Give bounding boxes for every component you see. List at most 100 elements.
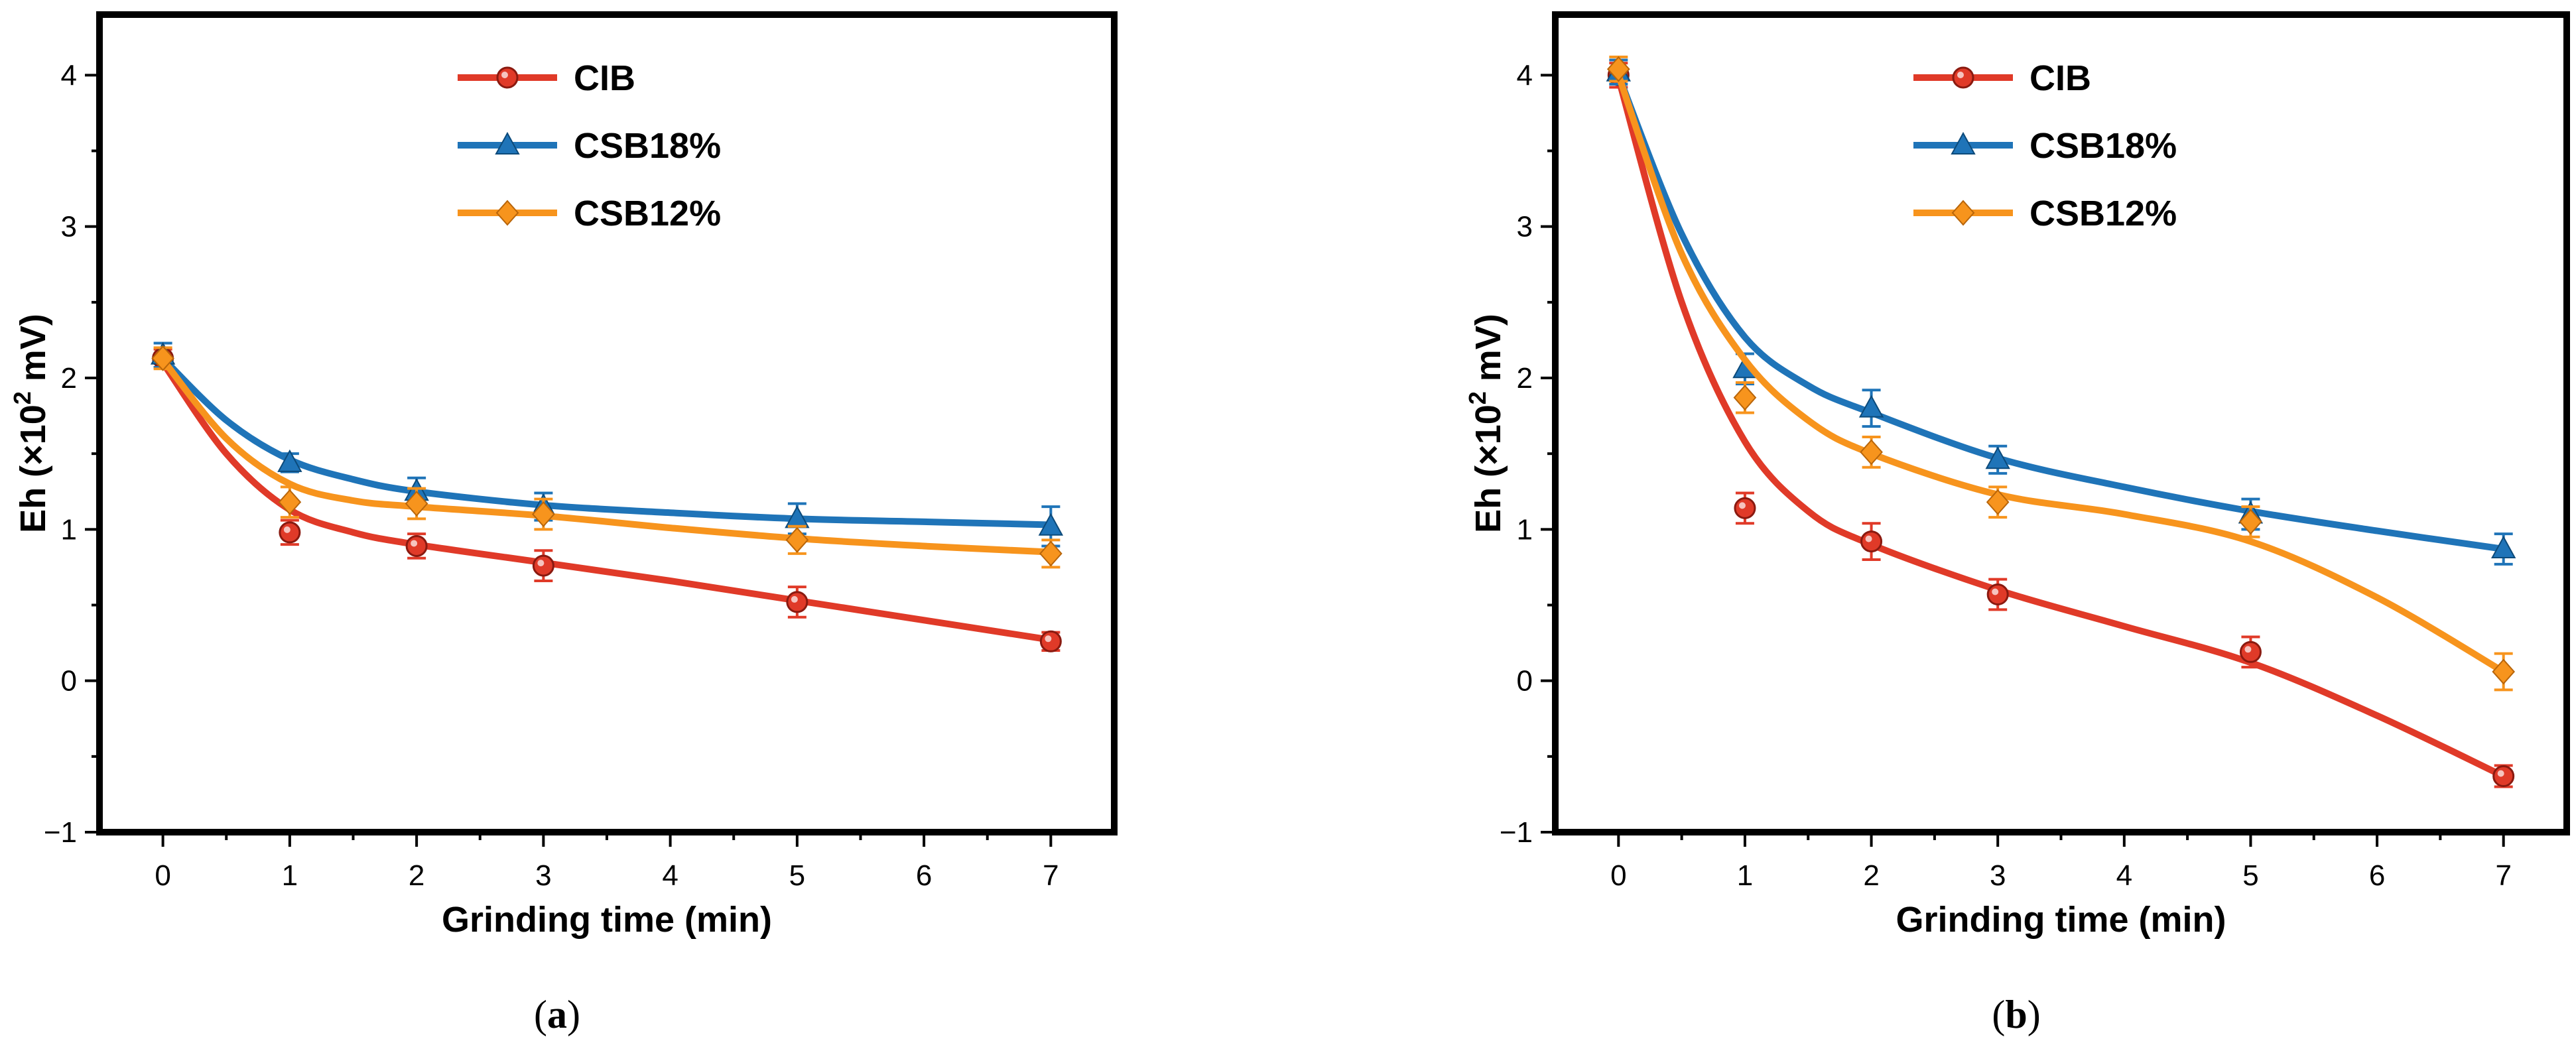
panel-a-legend-cib-marker — [496, 66, 519, 89]
panel-b-legend-cib-marker — [1952, 66, 1974, 89]
panel-a-series-csb12pct-point — [532, 501, 555, 528]
panel-b-y-tick-label: −1 — [1500, 816, 1533, 849]
panel-b-series-cib-point-highlight — [2497, 770, 2504, 777]
panel-a-series-csb18pct-point — [277, 449, 302, 472]
panel-b-series-cib-point — [2239, 641, 2262, 663]
panel-b-y-tick-label: 0 — [1517, 665, 1533, 698]
panel-b-series-cib-point-highlight — [1992, 588, 1999, 595]
panel-a-series-cib-point — [405, 534, 428, 557]
panel-b-series-csb18pct-fit-line — [1615, 72, 2507, 552]
panel-a-series-cib-point-highlight — [791, 595, 798, 603]
panel-b-series-csb18pct-point — [1985, 446, 2010, 469]
panel-b-series-csb18pct-point — [1858, 395, 1884, 418]
panel-a-x-tick-label: 5 — [789, 859, 805, 892]
panel-a-legend-cib-marker-highlight — [501, 72, 508, 78]
panel-b-legend-csb18pct-label: CSB18% — [2029, 126, 2177, 166]
panel-b-series-csb12pct-point — [1606, 56, 1630, 82]
panel-b-y-axis-title-sup: 2 — [1464, 391, 1491, 404]
panel-b-x-tick-label: 6 — [2369, 859, 2385, 892]
panel-a-legend-cib-label: CIB — [574, 58, 635, 98]
panel-b-series-cib-point — [1734, 497, 1756, 519]
panel-b-series-csb12pct-point — [1986, 489, 2010, 515]
panel-b-series-csb12pct-point — [2492, 658, 2516, 685]
panel-b-series-csb12pct-point — [2239, 509, 2262, 535]
panel-a-y-tick-label: 2 — [61, 362, 77, 395]
panel-b-y-tick-label: 3 — [1517, 211, 1533, 243]
panel-b-series-csb18pct-point — [2490, 535, 2516, 559]
panel-a-legend-csb18pct-marker — [495, 131, 520, 154]
panel-a-series-cib-point — [532, 554, 554, 577]
panel-b-x-tick-label: 7 — [2495, 859, 2511, 892]
panel-a-series-cib-point-highlight — [1045, 635, 1052, 643]
panel-b-y-tick-label: 1 — [1517, 513, 1533, 546]
panel-b-x-axis-title: Grinding time (min) — [1896, 900, 2226, 940]
panel-b-legend-csb12pct-marker — [1951, 200, 1975, 226]
panel-b-x-tick-label: 1 — [1737, 859, 1753, 892]
panel-a-y-tick-label: 1 — [61, 513, 77, 546]
panel-b-y-axis-title: Eh (×102 mV) — [1464, 314, 1508, 533]
panel-b-legend-csb18pct-marker — [1951, 131, 1976, 154]
panel-b-x-tick-label: 3 — [1990, 859, 2006, 892]
panel-a-series-cib-fit-line — [159, 359, 1055, 643]
panel-a-chart: 0 1 2 3 4 5 6 7 −1 0 1 2 3 4 Grinding time (min) Eh (×1… — [9, 11, 1118, 940]
panel-a-legend-csb12pct-marker — [495, 200, 519, 226]
panel-b-series-cib-point — [1986, 584, 2009, 606]
panel-a-x-tick-label: 3 — [535, 859, 551, 892]
panel-a-caption-letter: a — [547, 993, 567, 1036]
panel-b-series-csb12pct-fit-line — [1615, 72, 2507, 675]
panel-a-y-tick-label: 3 — [61, 211, 77, 243]
panel-b-caption: (b) — [1992, 993, 2040, 1036]
panel-a-x-tick-label: 1 — [282, 859, 298, 892]
panel-a-caption: (a) — [534, 993, 580, 1036]
panel-a-x-tick-label: 4 — [662, 859, 678, 892]
panel-b-x-tick-label: 0 — [1610, 859, 1626, 892]
panel-b-x-tick-label: 2 — [1863, 859, 1879, 892]
panel-b-y-axis-title-post: mV) — [1468, 314, 1508, 391]
panel-a-legend-csb18pct-label: CSB18% — [574, 126, 721, 166]
panel-a-x-tick-label: 2 — [409, 859, 424, 892]
panel-b-caption-letter: b — [2005, 993, 2027, 1036]
panel-a-series-csb12pct-point — [405, 491, 428, 517]
panel-a-y-axis-title-post: mV) — [13, 314, 53, 391]
panel-a-y-tick-label: 4 — [61, 59, 77, 92]
panel-a-series-cib-point-highlight — [411, 540, 418, 547]
panel-b-legend-cib-marker-highlight — [1957, 72, 1964, 78]
panel-b-series-cib-point — [1860, 530, 1883, 553]
panel-b-chart: 0 1 2 3 4 5 6 7 −1 0 1 2 3 4 Grinding time (min) Eh (×1… — [1464, 11, 2570, 940]
panel-b-series-cib-point-highlight — [1865, 535, 1872, 542]
panel-b-caption-close: ) — [2028, 993, 2041, 1036]
panel-b-caption-open: ( — [1992, 993, 2005, 1036]
panel-b-y-axis-title-pre: Eh (×10 — [1468, 404, 1508, 533]
panel-b-series-cib-point — [2492, 765, 2515, 788]
panel-b-series-cib-point-highlight — [1738, 502, 1746, 509]
panel-b-y-tick-label: 2 — [1517, 362, 1533, 395]
panel-b-series-cib-point-highlight — [2244, 646, 2252, 653]
panel-a-y-axis-title-sup: 2 — [9, 391, 36, 404]
panel-a-series-csb18pct-point — [1038, 513, 1064, 536]
panel-a-series-csb18pct-fit-line — [159, 355, 1055, 528]
panel-a-series-cib-point-highlight — [283, 526, 290, 533]
panel-a-y-axis-title: Eh (×102 mV) — [9, 314, 53, 533]
panel-a-y-tick-label: −1 — [44, 816, 77, 849]
panel-a-series-cib-point-highlight — [537, 560, 545, 567]
panel-a-x-tick-label: 0 — [155, 859, 170, 892]
panel-a-caption-close: ) — [567, 993, 580, 1036]
panel-b-legend-cib-label: CIB — [2029, 58, 2091, 98]
panel-a-series-csb12pct-point — [785, 526, 809, 553]
panel-a-y-tick-label: 0 — [61, 665, 77, 698]
panel-a-caption-open: ( — [534, 993, 547, 1036]
panel-a-x-axis-title: Grinding time (min) — [442, 900, 772, 940]
panel-a-series-csb12pct-point — [278, 489, 302, 515]
panel-b-series-csb12pct-point — [1860, 439, 1883, 465]
panel-a-x-tick-label: 7 — [1043, 859, 1059, 892]
panel-b-legend-csb12pct-label: CSB12% — [2029, 194, 2177, 233]
panel-a-series-csb12pct-point — [1039, 540, 1063, 567]
panel-b-series-csb12pct-point — [1733, 385, 1757, 411]
panel-a-series-cib-point — [1039, 630, 1062, 652]
panel-a-legend-csb12pct-label: CSB12% — [574, 194, 721, 233]
panel-a-y-axis-title-pre: Eh (×10 — [13, 404, 53, 533]
panel-a-x-tick-label: 6 — [916, 859, 932, 892]
panel-b-x-tick-label: 4 — [2116, 859, 2132, 892]
panel-a-series-csb12pct-point — [151, 345, 174, 371]
